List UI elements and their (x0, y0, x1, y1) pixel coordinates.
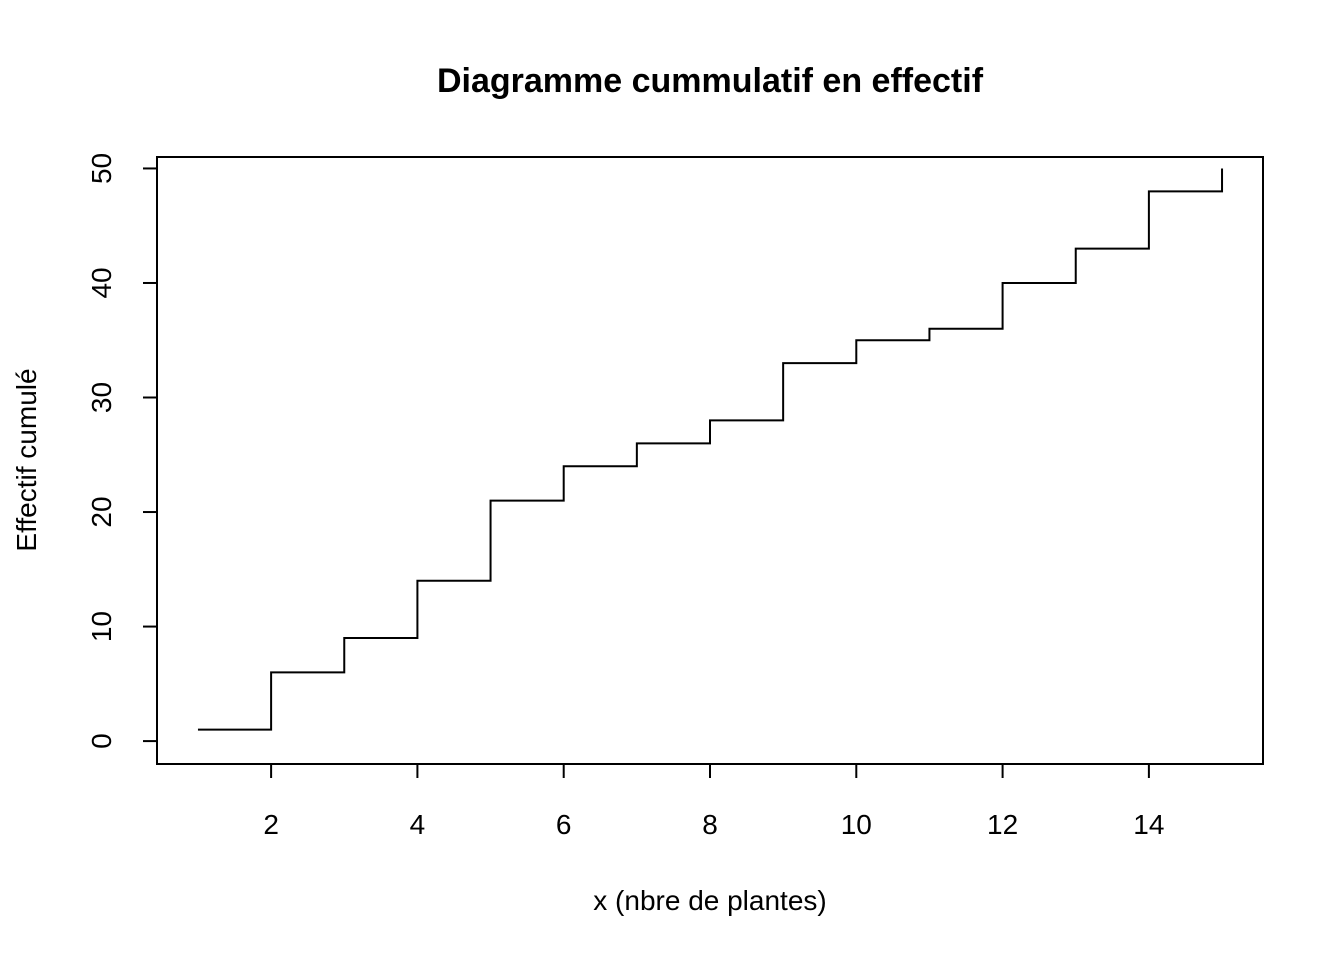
chart-title: Diagramme cummulatif en effectif (437, 62, 984, 100)
x-tick-label: 12 (987, 809, 1018, 840)
y-tick-label: 20 (86, 496, 117, 527)
x-axis: 2 4 6 8 10 12 14 (263, 763, 1164, 840)
y-axis-label: Effectif cumulé (11, 368, 42, 551)
cumulative-step-line (197, 168, 1224, 731)
y-tick-label: 10 (86, 611, 117, 642)
y-axis: 0 10 20 30 40 50 (86, 153, 158, 749)
x-tick-label: 8 (702, 809, 718, 840)
y-tick-label: 30 (86, 382, 117, 413)
x-tick-label: 10 (841, 809, 872, 840)
y-tick-label: 50 (86, 153, 117, 184)
x-axis-label: x (nbre de plantes) (593, 885, 826, 916)
x-tick-label: 4 (410, 809, 426, 840)
y-tick-label: 40 (86, 267, 117, 298)
x-tick-label: 14 (1133, 809, 1164, 840)
y-tick-label: 0 (86, 733, 117, 749)
x-tick-label: 6 (556, 809, 572, 840)
x-tick-label: 2 (263, 809, 279, 840)
